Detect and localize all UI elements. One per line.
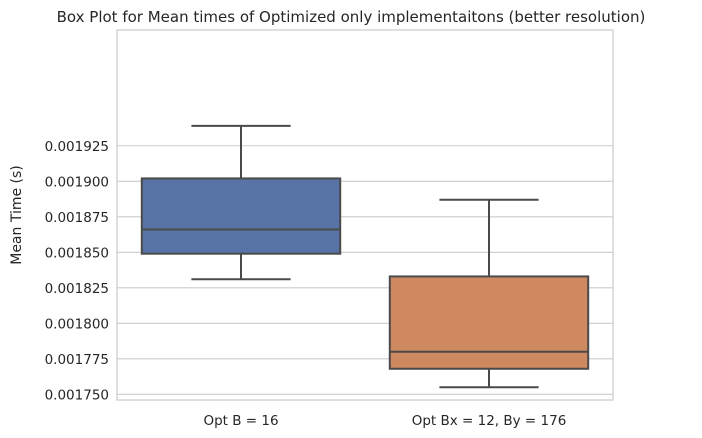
box-1 (140, 124, 342, 281)
box-iqr (388, 275, 590, 370)
y-tick-labels: 0.001750 0.001775 0.001800 0.001825 0.001850… (45, 139, 109, 404)
x-tick-label: Opt Bx = 12, By = 176 (412, 413, 567, 429)
y-tick-label: 0.001925 (45, 139, 109, 155)
y-tick-label: 0.001775 (45, 352, 109, 368)
box-2 (388, 198, 590, 389)
x-tick-labels: Opt B = 16 Opt Bx = 12, By = 176 (203, 413, 566, 429)
y-gridlines (117, 145, 613, 395)
box-iqr (140, 177, 342, 255)
plot-frame (116, 29, 614, 401)
x-tick-label: Opt B = 16 (203, 413, 278, 429)
y-tick-label: 0.001850 (45, 245, 109, 261)
y-axis-label: Mean Time (s) (9, 165, 25, 265)
y-tick-label: 0.001875 (45, 210, 109, 226)
y-tick-label: 0.001750 (45, 387, 109, 403)
y-tick-label: 0.001825 (45, 281, 109, 297)
boxes-layer (140, 124, 590, 389)
y-tick-label: 0.001800 (45, 316, 109, 332)
chart-title: Box Plot for Mean times of Optimized onl… (57, 8, 646, 26)
y-tick-label: 0.001900 (45, 174, 109, 190)
